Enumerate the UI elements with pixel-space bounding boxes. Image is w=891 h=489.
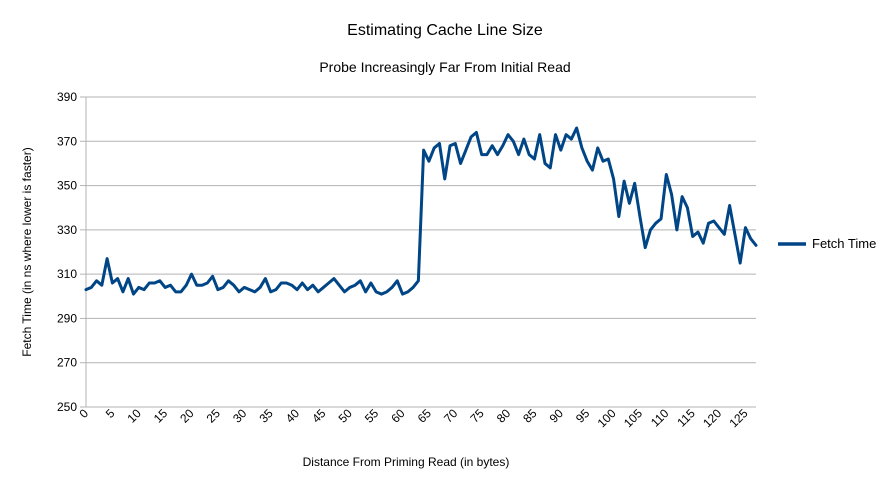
x-tick-label: 80 [494, 406, 514, 426]
x-tick-label: 25 [204, 406, 224, 426]
x-tick-label: 75 [467, 406, 487, 426]
chart-title: Estimating Cache Line Size [347, 22, 543, 39]
x-tick-label: 125 [727, 406, 751, 430]
x-tick-label: 85 [520, 406, 540, 426]
x-tick-label: 65 [415, 406, 435, 426]
legend: Fetch Time [778, 236, 876, 251]
x-tick-label: 20 [177, 406, 197, 426]
x-tick-label: 115 [674, 406, 698, 430]
y-tick-label: 290 [57, 311, 77, 325]
x-tick-label: 120 [700, 406, 724, 430]
x-tick-label: 5 [103, 406, 118, 421]
x-tick-label: 30 [230, 406, 250, 426]
x-tick-label: 70 [441, 406, 461, 426]
x-tick-label: 105 [621, 406, 645, 430]
x-tick-label: 100 [595, 406, 619, 430]
x-tick-label: 50 [336, 406, 356, 426]
legend-label: Fetch Time [812, 236, 876, 251]
x-tick-label: 90 [547, 406, 567, 426]
y-axis-ticks: 250 270 290 310 330 350 370 390 [57, 90, 86, 414]
x-tick-label: 45 [309, 406, 329, 426]
y-tick-label: 330 [57, 223, 77, 237]
series-layer [84, 126, 758, 296]
x-axis-ticks: 0 5 10 15 20 25 30 35 40 45 50 55 60 65 70 75 80 85 90 95 10… [76, 406, 750, 430]
y-tick-label: 350 [57, 179, 77, 193]
series-line-fetch-time [84, 126, 758, 296]
x-tick-label: 95 [573, 406, 593, 426]
y-tick-label: 370 [57, 134, 77, 148]
x-tick-label: 55 [362, 406, 382, 426]
y-tick-label: 310 [57, 267, 77, 281]
x-tick-label: 60 [388, 406, 408, 426]
x-tick-label: 10 [125, 406, 145, 426]
x-tick-label: 110 [648, 406, 672, 430]
x-tick-label: 15 [151, 406, 171, 426]
x-tick-label: 40 [283, 406, 303, 426]
y-axis-label: Fetch Time (in ns where lower is faster) [20, 147, 34, 356]
x-tick-label: 0 [76, 406, 91, 421]
y-tick-label: 270 [57, 356, 77, 370]
chart-subtitle: Probe Increasingly Far From Initial Read [319, 59, 570, 75]
y-tick-label: 250 [57, 400, 77, 414]
x-tick-label: 35 [256, 406, 276, 426]
x-axis-label: Distance From Priming Read (in bytes) [303, 455, 510, 469]
y-tick-label: 390 [57, 90, 77, 104]
